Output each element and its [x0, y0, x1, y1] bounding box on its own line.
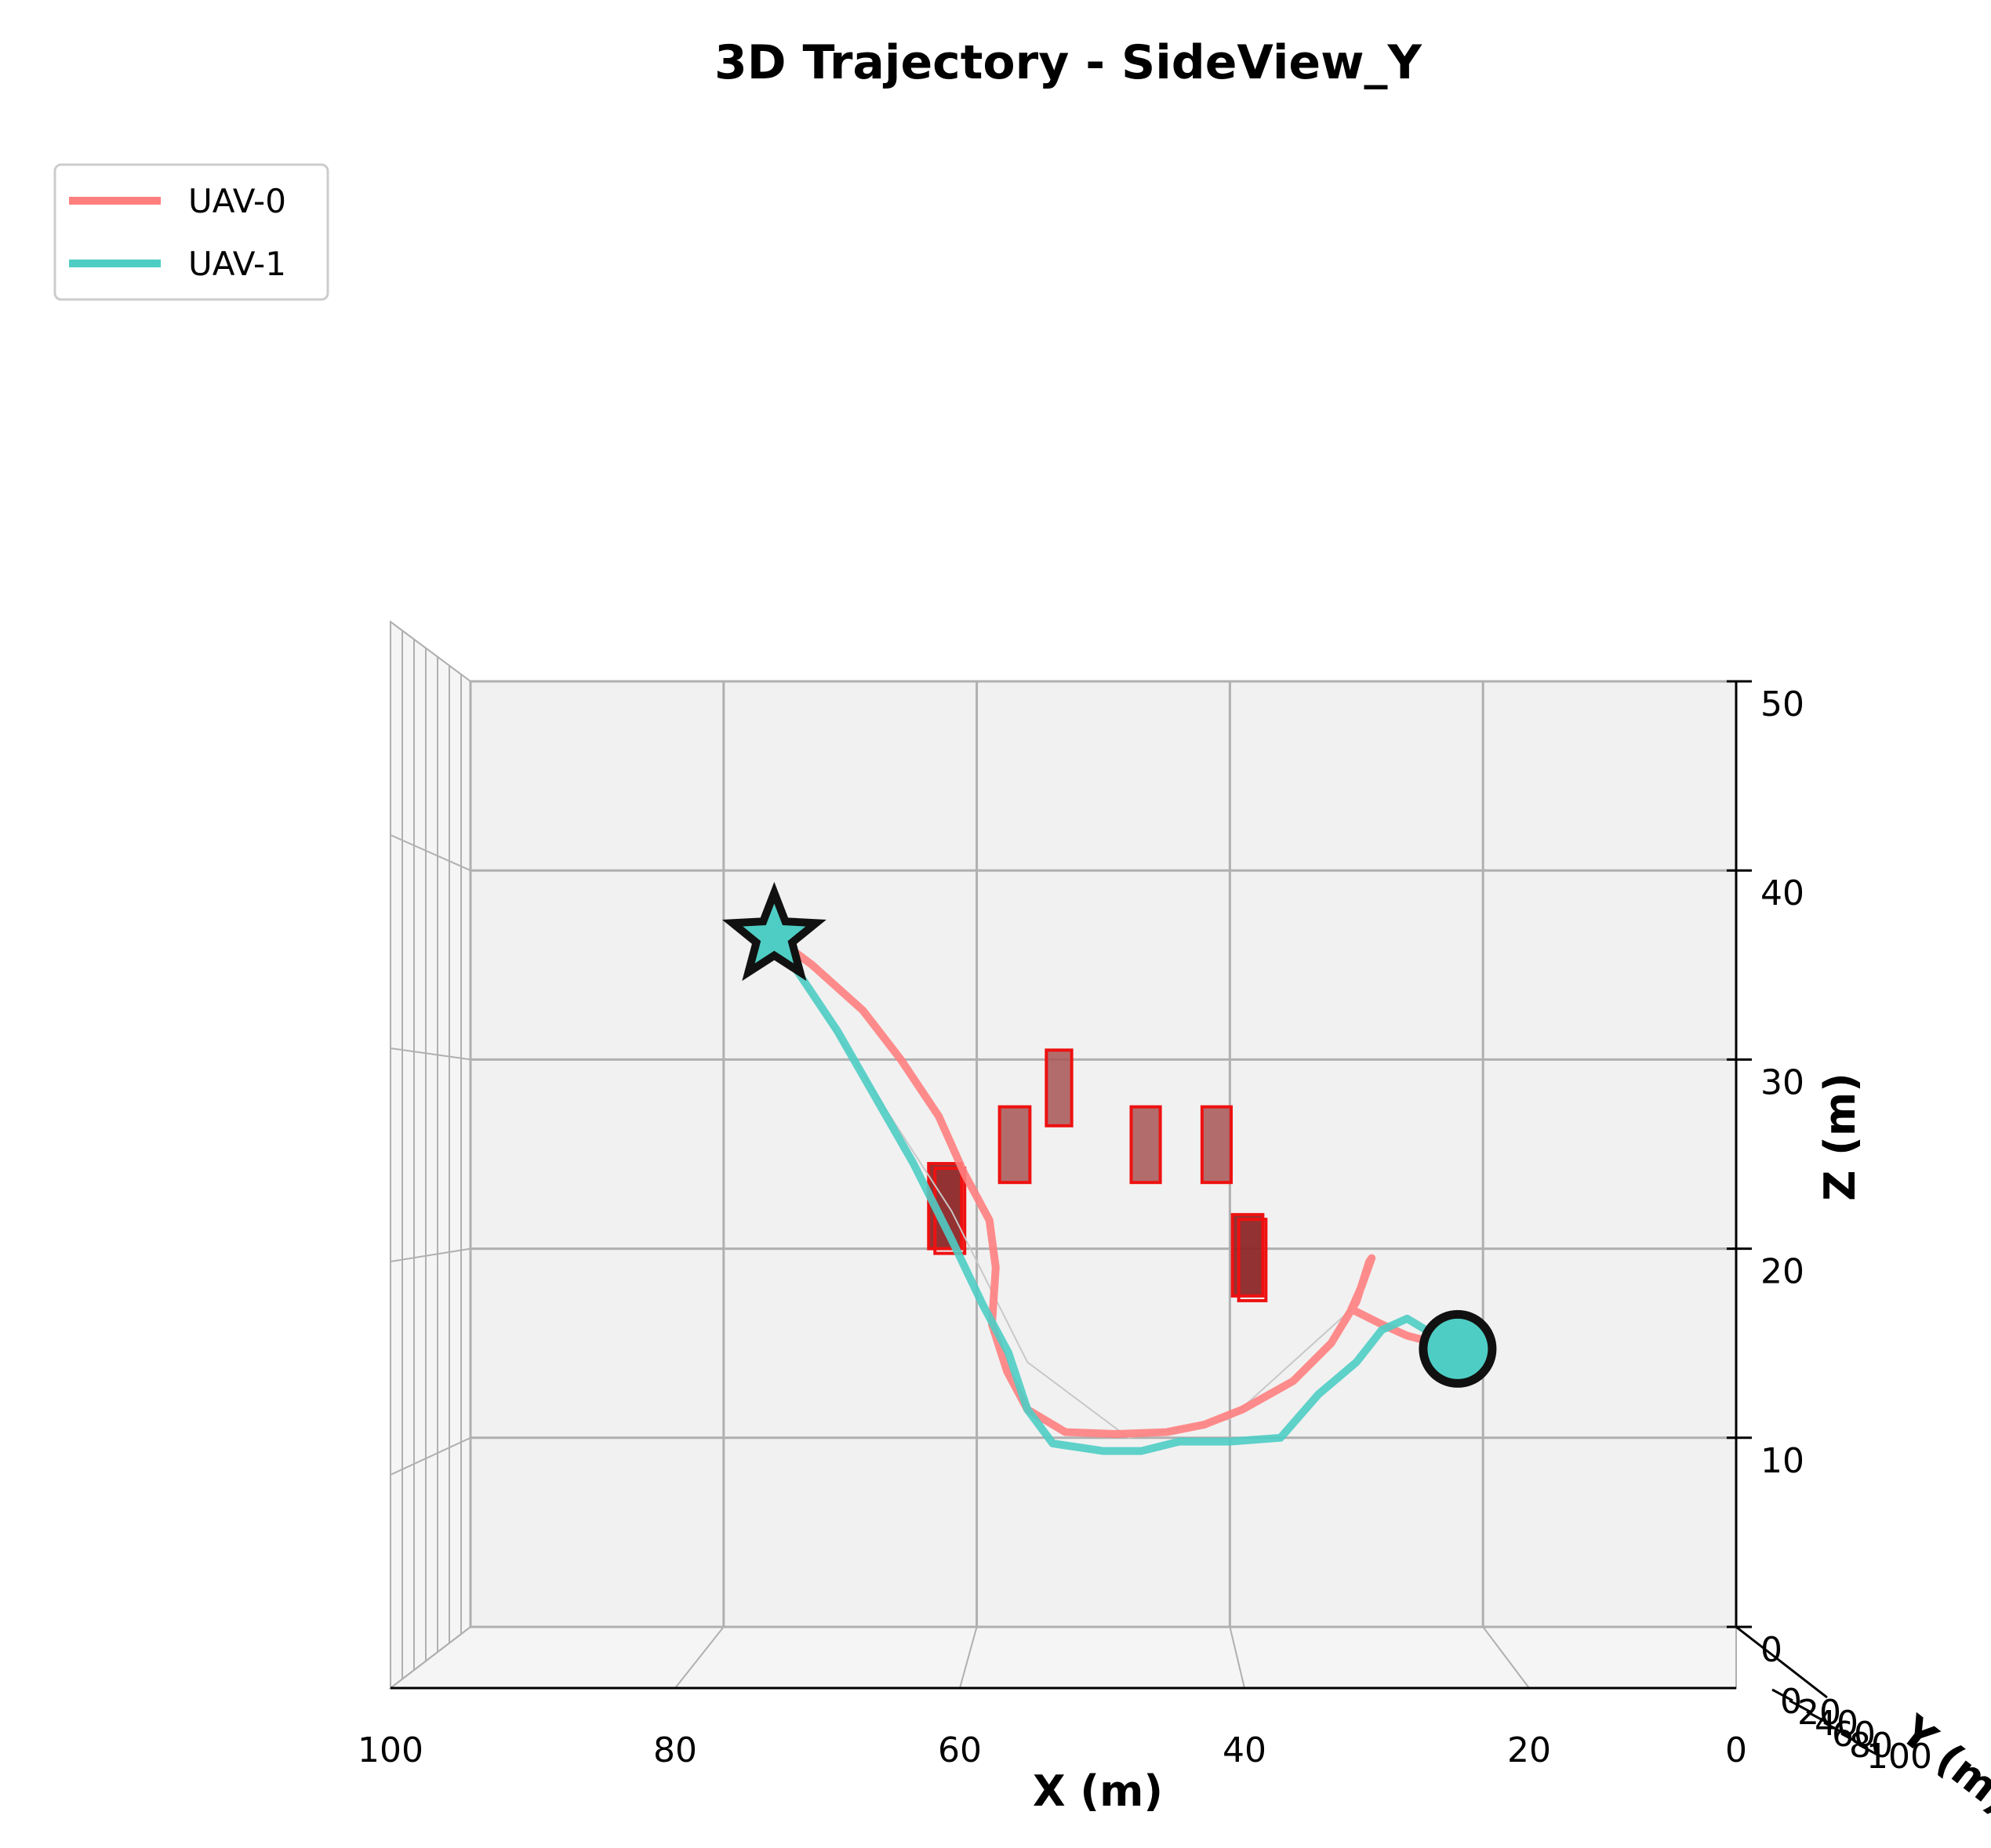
obstacle-box [1045, 1048, 1074, 1127]
legend: UAV-0 UAV-1 [53, 163, 329, 301]
legend-label-uav-1: UAV-1 [188, 245, 286, 283]
obstacle-box [1129, 1105, 1162, 1185]
waypoint-connector [773, 936, 1353, 1439]
y-axis-line [1735, 1625, 1828, 1699]
z-tick-label: 50 [1760, 684, 1804, 724]
floor-grid-line [1482, 1626, 1530, 1689]
side-grid-line [390, 621, 471, 682]
obstacle-box [1230, 1213, 1265, 1298]
floor-pane [388, 1626, 1737, 1689]
y-tick-mark [1840, 1732, 1862, 1746]
floor-grid-line [674, 1626, 725, 1689]
obstacles [927, 1048, 1268, 1302]
side-grid-line [390, 1047, 471, 1061]
z-tick-label: 40 [1760, 873, 1804, 913]
side-grid-line [390, 834, 471, 872]
side-grid-line [390, 1626, 471, 1689]
obstacle-box-edge [1237, 1218, 1268, 1302]
x-tick-label: 80 [653, 1730, 697, 1770]
x-tick-label: 0 [1725, 1730, 1747, 1770]
x-tick-label: 100 [358, 1730, 423, 1770]
axes [391, 680, 1880, 1757]
goal-marker [721, 881, 827, 982]
series-lines [770, 932, 1462, 1455]
floor-grid-line [959, 1626, 978, 1689]
obstacle-box [997, 1105, 1032, 1185]
y-tick-label: 40 [1815, 1704, 1858, 1744]
legend-label-uav-0: UAV-0 [188, 182, 286, 220]
series-line-uav-1 [770, 932, 1462, 1455]
z-tick-label: 10 [1760, 1441, 1804, 1481]
y-tick-label: 60 [1832, 1715, 1876, 1755]
x-tick-label: 40 [1223, 1730, 1266, 1770]
x-axis-label: X (m) [1033, 1766, 1163, 1816]
z-tick-label: 0 [1760, 1630, 1782, 1670]
floor-grid-line [1229, 1626, 1245, 1689]
y-tick-label: 20 [1797, 1693, 1841, 1733]
chart-title: 3D Trajectory - SideView_Y [714, 35, 1422, 90]
y-tick-mark [1771, 1688, 1793, 1702]
x-tick-label: 60 [938, 1730, 982, 1770]
z-tick-label: 30 [1760, 1062, 1804, 1102]
z-tick-label: 20 [1760, 1252, 1804, 1292]
x-tick-label: 20 [1507, 1730, 1551, 1770]
start-marker [1419, 1309, 1497, 1388]
back-pane [471, 681, 1736, 1627]
y-tick-mark [1823, 1721, 1845, 1735]
y-tick-label: 100 [1866, 1737, 1932, 1777]
y-tick-label: 80 [1849, 1726, 1893, 1766]
z-axis-label: Z (m) [1815, 1073, 1865, 1201]
y-tick-label: 0 [1780, 1682, 1802, 1722]
y-tick-mark [1789, 1699, 1811, 1713]
side-grid-line [390, 1436, 471, 1476]
y-tick-mark [1806, 1710, 1828, 1724]
markers [721, 881, 1497, 1388]
obstacle-box [1200, 1105, 1233, 1185]
y-tick-mark [1858, 1743, 1880, 1757]
series-line-uav-0 [770, 932, 1462, 1438]
side-grid-line [390, 1247, 471, 1262]
